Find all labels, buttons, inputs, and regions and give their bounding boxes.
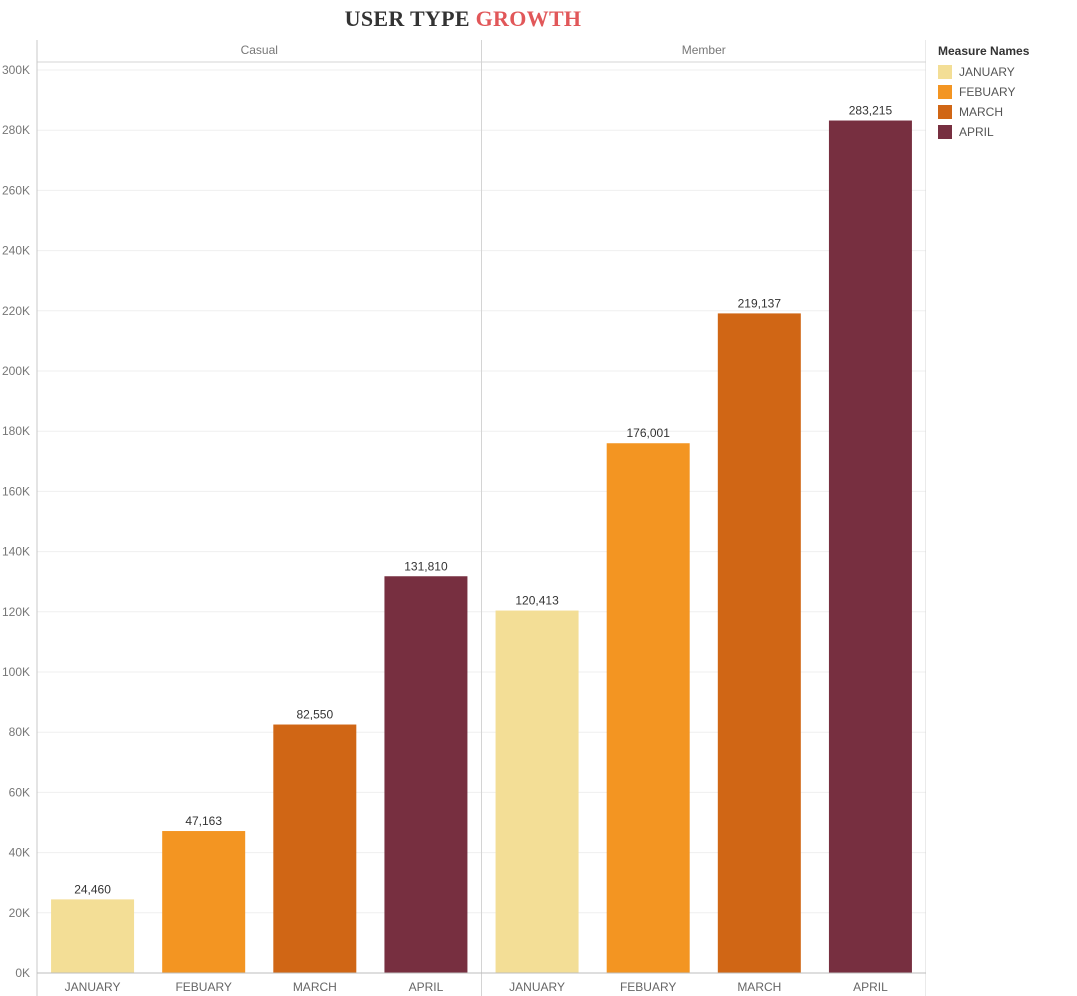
x-tick-label: JANUARY xyxy=(509,980,565,994)
panel-header-member: Member xyxy=(682,43,726,57)
legend-item-febuary[interactable]: FEBUARY xyxy=(938,82,1029,102)
data-label: 131,810 xyxy=(404,559,448,573)
chart-title: USER TYPE GROWTH xyxy=(0,6,926,32)
y-tick-label: 80K xyxy=(9,725,30,739)
y-tick-label: 40K xyxy=(9,846,30,860)
legend-item-april[interactable]: APRIL xyxy=(938,122,1029,142)
legend-swatch xyxy=(938,85,952,99)
y-tick-label: 280K xyxy=(2,123,30,137)
y-tick-label: 200K xyxy=(2,364,30,378)
bar-member-febuary xyxy=(606,443,690,973)
y-tick-label: 140K xyxy=(2,545,30,559)
data-label: 82,550 xyxy=(296,708,333,722)
y-tick-label: 60K xyxy=(9,785,30,799)
chart-title-part2: GROWTH xyxy=(475,6,582,31)
bar-chart: Casual Member 0K 20K 40K 60K 80K 100K 120K 140K 16… xyxy=(2,40,926,996)
x-tick-label: MARCH xyxy=(737,980,781,994)
data-label: 283,215 xyxy=(849,104,893,118)
legend-swatch xyxy=(938,105,952,119)
bar-casual-january xyxy=(51,899,135,973)
y-tick-label: 300K xyxy=(2,63,30,77)
bar-member-march xyxy=(717,313,801,973)
data-label: 120,413 xyxy=(515,594,559,608)
bar-member-january xyxy=(495,610,579,973)
x-tick-label: JANUARY xyxy=(65,980,121,994)
y-tick-label: 20K xyxy=(9,906,30,920)
x-tick-label: FEBUARY xyxy=(620,980,676,994)
chart-title-part1: USER TYPE xyxy=(344,6,470,31)
legend-title: Measure Names xyxy=(938,44,1030,58)
bar-member-april xyxy=(828,120,912,974)
bar-casual-march xyxy=(273,724,357,973)
data-label: 176,001 xyxy=(626,426,670,440)
legend-swatch xyxy=(938,125,952,139)
bar-casual-febuary xyxy=(162,831,246,973)
y-tick-label: 240K xyxy=(2,244,30,258)
legend-item-march[interactable]: MARCH xyxy=(938,102,1029,122)
y-tick-label: 180K xyxy=(2,424,30,438)
x-tick-label: FEBUARY xyxy=(175,980,231,994)
data-label: 24,460 xyxy=(74,882,111,896)
panel-header-casual: Casual xyxy=(241,43,278,57)
y-tick-label: 220K xyxy=(2,304,30,318)
y-tick-label: 100K xyxy=(2,665,30,679)
y-tick-label: 0K xyxy=(15,966,30,980)
x-tick-label: APRIL xyxy=(853,980,888,994)
legend-label: FEBUARY xyxy=(959,85,1016,99)
x-tick-label: MARCH xyxy=(293,980,337,994)
legend: Measure Names JANUARY FEBUARY MARCH APRI… xyxy=(938,44,1029,142)
legend-label: JANUARY xyxy=(959,65,1015,79)
data-label: 47,163 xyxy=(185,814,222,828)
legend-label: APRIL xyxy=(959,125,994,139)
legend-swatch xyxy=(938,65,952,79)
x-tick-label: APRIL xyxy=(409,980,444,994)
legend-item-january[interactable]: JANUARY xyxy=(938,62,1029,82)
legend-label: MARCH xyxy=(959,105,1003,119)
y-tick-label: 160K xyxy=(2,484,30,498)
data-label: 219,137 xyxy=(738,296,782,310)
y-tick-label: 260K xyxy=(2,183,30,197)
bar-casual-april xyxy=(384,576,468,973)
y-tick-label: 120K xyxy=(2,605,30,619)
